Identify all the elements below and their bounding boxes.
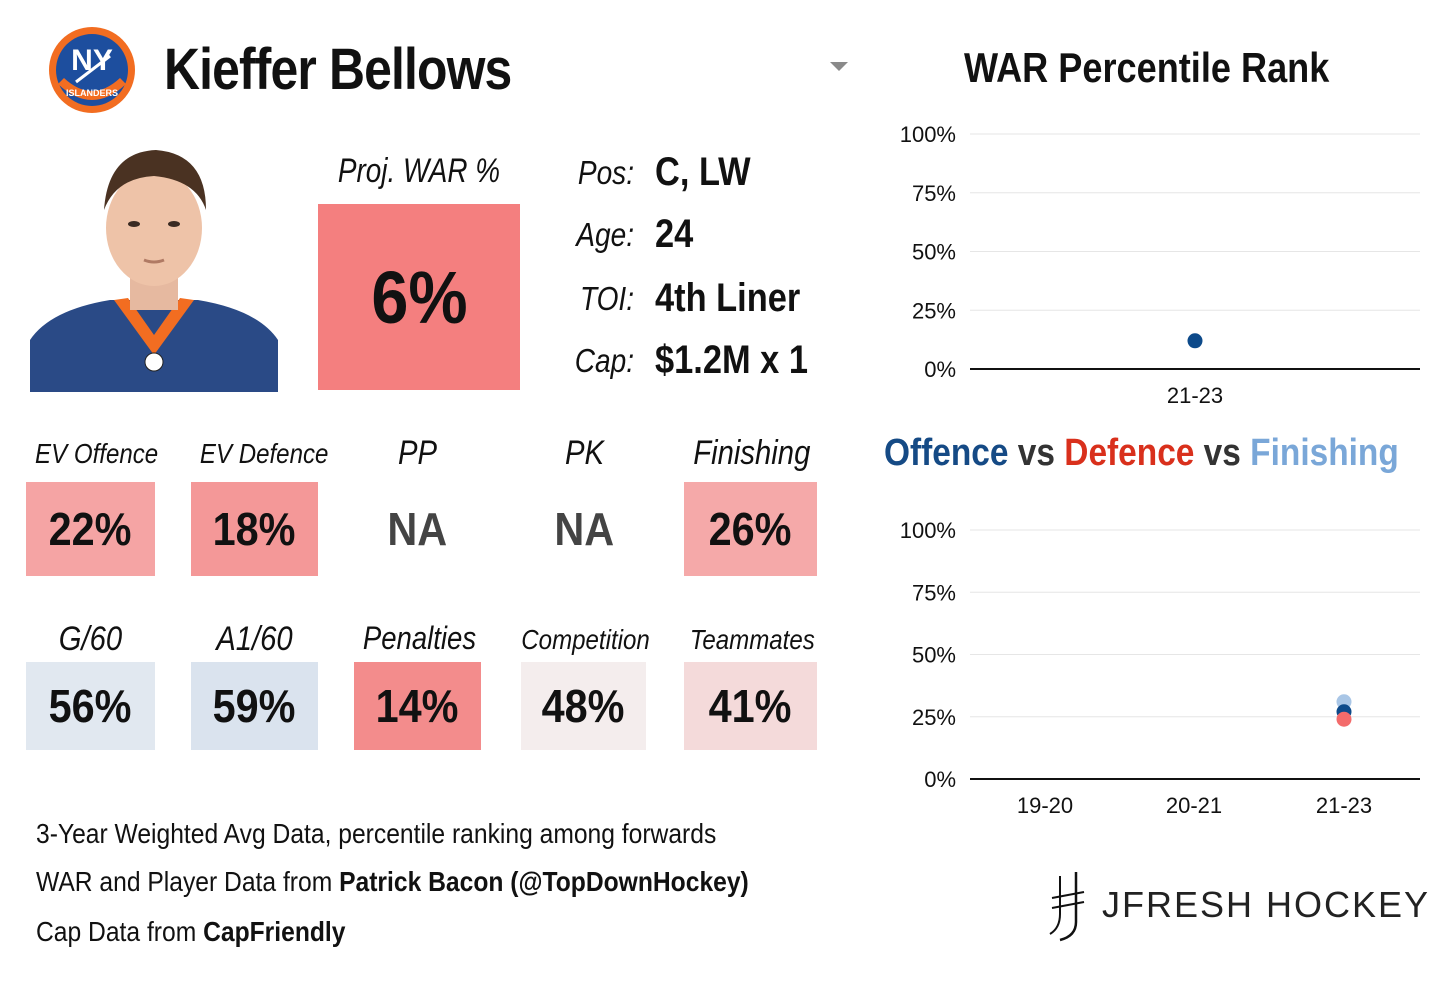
data-point-defence bbox=[1336, 711, 1352, 727]
stat-box-competition: 48% bbox=[521, 662, 646, 750]
stat-box-pk: NA bbox=[521, 482, 648, 576]
info-key-toi: TOI: bbox=[579, 280, 634, 317]
stat-box-ev-defence: 18% bbox=[191, 482, 318, 576]
svg-text:NY: NY bbox=[71, 44, 113, 77]
y-tick-label: 0% bbox=[924, 767, 956, 792]
stat-label-ev-defence: EV Defence bbox=[199, 438, 329, 469]
x-tick-label: 20-21 bbox=[1166, 793, 1222, 818]
offence-defence-finishing-chart: 100% 75% 50% 25% 0% 19-20 20-21 21-23 bbox=[900, 518, 1420, 818]
proj-war-value: 6% bbox=[370, 255, 468, 339]
footer-cap-source: CapFriendly bbox=[203, 916, 346, 947]
stat-label-a160: A1/60 bbox=[216, 620, 293, 658]
y-tick-label: 50% bbox=[912, 643, 956, 668]
y-tick-label: 0% bbox=[924, 357, 956, 382]
footer-line-2: WAR and Player Data from Patrick Bacon (… bbox=[36, 866, 749, 898]
ovd-title-vs-2: vs bbox=[1194, 432, 1251, 474]
y-tick-label: 75% bbox=[912, 580, 956, 605]
stat-box-penalties: 14% bbox=[354, 662, 481, 750]
y-tick-label: 25% bbox=[912, 705, 956, 730]
proj-war-box: 6% bbox=[318, 204, 520, 390]
war-chart-title: WAR Percentile Rank bbox=[964, 44, 1330, 91]
stat-value-competition: 48% bbox=[542, 680, 625, 732]
stat-value-pp: NA bbox=[387, 503, 448, 555]
stat-box-g60: 56% bbox=[26, 662, 155, 750]
footer-line-2-prefix: WAR and Player Data from bbox=[36, 866, 340, 897]
info-key-age: Age: bbox=[576, 216, 634, 253]
ovd-title-finishing: Finishing bbox=[1250, 432, 1399, 474]
stat-label-competition: Competition bbox=[521, 624, 650, 655]
footer-line-1: 3-Year Weighted Avg Data, percentile ran… bbox=[36, 818, 717, 849]
stat-box-ev-offence: 22% bbox=[26, 482, 155, 576]
player-photo bbox=[30, 140, 278, 392]
y-tick-label: 100% bbox=[900, 518, 956, 543]
stat-label-g60: G/60 bbox=[58, 620, 123, 658]
y-tick-label: 25% bbox=[912, 298, 956, 323]
stat-label-finishing: Finishing bbox=[693, 434, 811, 472]
stat-value-g60: 56% bbox=[49, 680, 132, 732]
ny-islanders-logo-icon: NY ISLANDERS bbox=[49, 27, 135, 113]
y-tick-label: 50% bbox=[912, 240, 956, 265]
x-tick-label: 19-20 bbox=[1017, 793, 1073, 818]
stat-value-pk: NA bbox=[554, 503, 615, 555]
ovd-title-offence: Offence bbox=[884, 432, 1009, 474]
stat-value-ev-offence: 22% bbox=[49, 503, 132, 555]
info-value-cap: $1.2M x 1 bbox=[655, 338, 808, 382]
footer-line-3: Cap Data from CapFriendly bbox=[36, 916, 345, 948]
stat-label-ev-offence: EV Offence bbox=[35, 438, 159, 469]
ovd-title-defence: Defence bbox=[1064, 432, 1195, 474]
stat-box-teammates: 41% bbox=[684, 662, 817, 750]
stat-label-pp: PP bbox=[397, 434, 437, 472]
stat-value-penalties: 14% bbox=[376, 680, 459, 732]
stat-value-teammates: 41% bbox=[709, 680, 792, 732]
info-value-age: 24 bbox=[655, 212, 694, 256]
info-key-pos: Pos: bbox=[577, 154, 634, 191]
x-tick-label: 21-23 bbox=[1316, 793, 1372, 818]
stat-label-pk: PK bbox=[564, 434, 604, 472]
svg-text:ISLANDERS: ISLANDERS bbox=[66, 88, 118, 98]
stat-value-finishing: 26% bbox=[709, 503, 792, 555]
y-tick-label: 75% bbox=[912, 181, 956, 206]
stat-value-ev-defence: 18% bbox=[213, 503, 296, 555]
stat-label-teammates: Teammates bbox=[689, 624, 815, 655]
footer-line-3-prefix: Cap Data from bbox=[36, 916, 204, 947]
war-percentile-chart: 100% 75% 50% 25% 0% 21-23 bbox=[900, 122, 1420, 408]
y-tick-label: 100% bbox=[900, 122, 956, 147]
brand-name: JFRESH HOCKEY bbox=[1102, 884, 1431, 925]
footer-credit-link: Patrick Bacon (@TopDownHockey) bbox=[339, 866, 749, 897]
dropdown-arrow-icon[interactable] bbox=[830, 62, 848, 71]
info-key-cap: Cap: bbox=[574, 342, 634, 379]
info-value-pos: C, LW bbox=[655, 150, 751, 194]
stat-box-finishing: 26% bbox=[684, 482, 817, 576]
stat-box-a160: 59% bbox=[191, 662, 318, 750]
ovd-title-vs-1: vs bbox=[1008, 432, 1065, 474]
data-point bbox=[1187, 333, 1203, 349]
player-name: Kieffer Bellows bbox=[164, 37, 512, 102]
jfresh-logo-icon bbox=[1049, 872, 1085, 942]
stat-value-a160: 59% bbox=[213, 680, 296, 732]
proj-war-label: Proj. WAR % bbox=[337, 152, 501, 190]
stat-label-penalties: Penalties bbox=[362, 620, 477, 656]
x-tick-label: 21-23 bbox=[1167, 383, 1223, 408]
info-value-toi: 4th Liner bbox=[655, 276, 801, 320]
ovd-chart-title: Offence vs Defence vs Finishing bbox=[884, 432, 1399, 475]
stat-box-pp: NA bbox=[354, 482, 481, 576]
